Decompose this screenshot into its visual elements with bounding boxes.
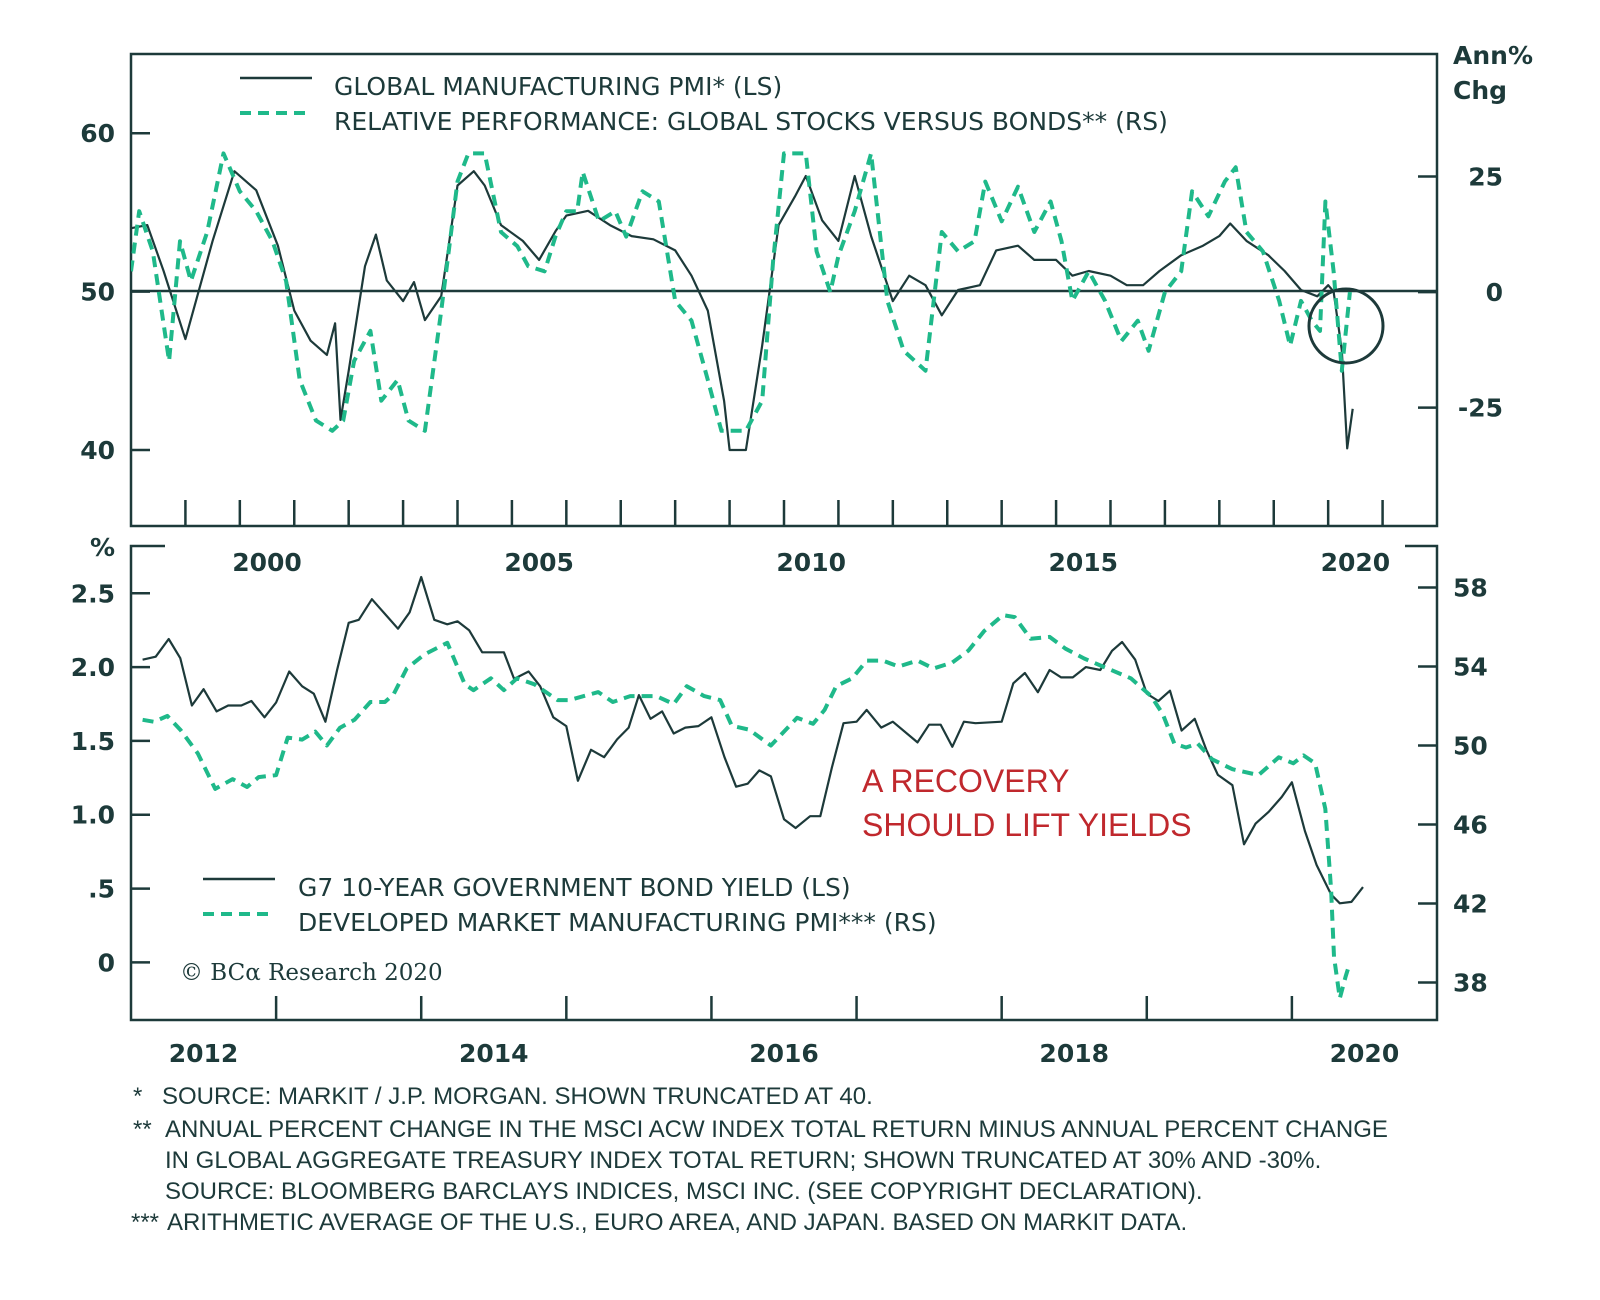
y-left-tick-label: 1.5: [71, 727, 115, 756]
x-tick-label: 2020: [1321, 548, 1391, 577]
footnote-text: SOURCE: BLOOMBERG BARCLAYS INDICES, MSCI…: [165, 1178, 1203, 1205]
x-tick-label: 2015: [1048, 548, 1118, 577]
bottom-legend: G7 10-YEAR GOVERNMENT BOND YIELD (LS) DE…: [203, 873, 937, 937]
legend-label-g7-yield: G7 10-YEAR GOVERNMENT BOND YIELD (LS): [298, 873, 851, 902]
footnotes: * SOURCE: MARKIT / J.P. MORGAN. SHOWN TR…: [131, 1083, 1388, 1236]
y-right-tick-label: 50: [1453, 731, 1488, 760]
y-left-tick-label: 2.5: [71, 579, 115, 608]
footnote-text: ANNUAL PERCENT CHANGE IN THE MSCI ACW IN…: [165, 1116, 1388, 1143]
top-panel-series: [131, 151, 1354, 452]
footnote-text: ARITHMETIC AVERAGE OF THE U.S., EURO ARE…: [167, 1209, 1187, 1236]
y-right-tick-label: 38: [1453, 968, 1488, 997]
y-right-tick-label: -25: [1458, 394, 1503, 423]
y-left-tick-label: 50: [80, 278, 115, 307]
footnote-marker: ***: [131, 1209, 159, 1236]
legend-label-relative-performance: RELATIVE PERFORMANCE: GLOBAL STOCKS VERS…: [334, 107, 1168, 136]
copyright-logo: © BCα Research 2020: [180, 960, 443, 986]
right-axis-title-line1: Ann%: [1453, 41, 1533, 70]
y-left-tick-label: 40: [80, 436, 115, 465]
y-right-tick-label: 46: [1453, 810, 1488, 839]
legend-label-dm-pmi: DEVELOPED MARKET MANUFACTURING PMI*** (R…: [298, 908, 937, 937]
series-line-solid: [131, 170, 1354, 452]
footnote-text: SOURCE: MARKIT / J.P. MORGAN. SHOWN TRUN…: [162, 1083, 873, 1110]
y-left-tick-label: 0: [98, 948, 115, 977]
x-tick-label: 2005: [504, 548, 574, 577]
y-left-tick-label: .5: [88, 875, 115, 904]
highlight-circle: [1307, 287, 1385, 365]
x-tick-label: 2016: [749, 1039, 819, 1068]
y-right-tick-label: 58: [1453, 573, 1488, 602]
x-tick-label: 2018: [1039, 1039, 1109, 1068]
legend-label-global-pmi: GLOBAL MANUFACTURING PMI* (LS): [334, 72, 782, 101]
y-left-tick-label: 1.0: [71, 801, 115, 830]
y-right-tick-label: 54: [1453, 652, 1488, 681]
y-right-tick-label: 42: [1453, 889, 1488, 918]
series-line-dashed: [131, 151, 1352, 433]
footnote-text: IN GLOBAL AGGREGATE TREASURY INDEX TOTAL…: [165, 1147, 1321, 1174]
axis-tick-labels: 2000 2005 2010 2015 2020 2012 2014 2016 2018 2020…: [71, 119, 1503, 1068]
footnote-marker: **: [133, 1116, 152, 1143]
top-legend: GLOBAL MANUFACTURING PMI* (LS) RELATIVE …: [240, 72, 1168, 136]
x-tick-label: 2020: [1330, 1039, 1400, 1068]
bottom-left-axis-title: %: [90, 533, 115, 562]
bottom-panel-frame: [129, 544, 1439, 1022]
axis-ticks: [131, 131, 1437, 1020]
x-tick-label: 2012: [169, 1039, 239, 1068]
x-tick-label: 2000: [232, 548, 302, 577]
y-left-tick-label: 2.0: [71, 653, 115, 682]
annotation-line2: SHOULD LIFT YIELDS: [862, 807, 1192, 843]
bottom-panel-series: [142, 575, 1364, 1001]
y-right-tick-label: 0: [1486, 278, 1503, 307]
x-tick-label: 2014: [459, 1039, 529, 1068]
x-tick-label: 2010: [776, 548, 846, 577]
y-left-tick-label: 60: [80, 119, 115, 148]
series-line-solid: [142, 575, 1364, 905]
y-right-tick-label: 25: [1468, 163, 1503, 192]
annotation-line1: A RECOVERY: [862, 763, 1069, 799]
right-axis-title-line2: Chg: [1453, 76, 1507, 105]
footnote-marker: *: [133, 1083, 142, 1110]
series-line-dashed: [142, 613, 1352, 1001]
